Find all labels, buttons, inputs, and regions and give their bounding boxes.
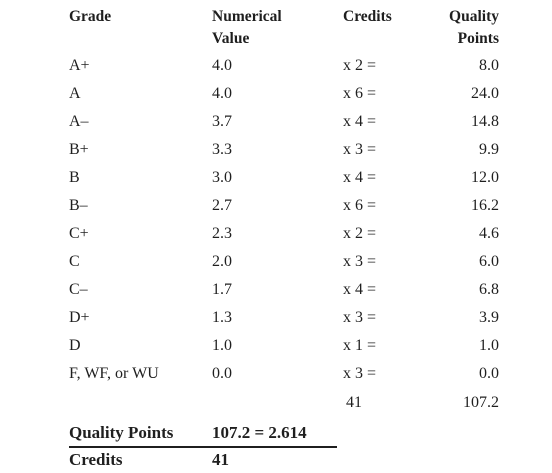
header-credits: Credits bbox=[343, 8, 392, 25]
value-cell: 1.7 bbox=[212, 281, 232, 298]
grade-cell: D bbox=[69, 337, 81, 354]
points-cell: 8.0 bbox=[479, 57, 499, 74]
value-cell: 0.0 bbox=[212, 365, 232, 382]
denominator-value: 41 bbox=[212, 450, 229, 469]
value-cell: 3.7 bbox=[212, 113, 232, 130]
table-row: C+ 2.3 x 2 = 4.6 bbox=[0, 220, 552, 248]
numerator-label: Quality Points bbox=[69, 423, 174, 442]
table-row: A– 3.7 x 4 = 14.8 bbox=[0, 108, 552, 136]
points-cell: 0.0 bbox=[479, 365, 499, 382]
points-cell: 6.8 bbox=[479, 281, 499, 298]
header-grade: Grade bbox=[69, 8, 112, 25]
credits-cell: x 2 = bbox=[343, 225, 377, 242]
grade-cell: C+ bbox=[69, 225, 89, 242]
total-quality-points: 107.2 bbox=[463, 394, 499, 411]
grade-cell: A– bbox=[69, 113, 89, 130]
table-row: A+ 4.0 x 2 = 8.0 bbox=[0, 52, 552, 80]
credits-cell: x 6 = bbox=[343, 197, 377, 214]
value-cell: 4.0 bbox=[212, 85, 232, 102]
points-cell: 3.9 bbox=[479, 309, 499, 326]
header-numerical-line2: Value bbox=[212, 30, 250, 47]
points-cell: 4.6 bbox=[479, 225, 499, 242]
credits-cell: x 4 = bbox=[343, 169, 377, 186]
table-row: F, WF, or WU 0.0 x 3 = 0.0 bbox=[0, 360, 552, 388]
grade-cell: B– bbox=[69, 197, 88, 214]
table-row: B+ 3.3 x 3 = 9.9 bbox=[0, 136, 552, 164]
credits-cell: x 4 = bbox=[343, 113, 377, 130]
points-cell: 24.0 bbox=[471, 85, 499, 102]
value-cell: 3.3 bbox=[212, 141, 232, 158]
total-credits: 41 bbox=[346, 394, 362, 411]
value-cell: 4.0 bbox=[212, 57, 232, 74]
table-row: B 3.0 x 4 = 12.0 bbox=[0, 164, 552, 192]
grade-cell: C bbox=[69, 253, 80, 270]
grade-cell: F, WF, or WU bbox=[69, 365, 159, 382]
totals-row: 41 107.2 bbox=[0, 389, 552, 417]
value-cell: 2.7 bbox=[212, 197, 232, 214]
gpa-fraction: Quality Points 107.2 = 2.614 Credits 41 bbox=[69, 420, 339, 472]
table-row: C 2.0 x 3 = 6.0 bbox=[0, 248, 552, 276]
points-cell: 6.0 bbox=[479, 253, 499, 270]
points-cell: 16.2 bbox=[471, 197, 499, 214]
credits-cell: x 4 = bbox=[343, 281, 377, 298]
points-cell: 14.8 bbox=[471, 113, 499, 130]
credits-cell: x 2 = bbox=[343, 57, 377, 74]
credits-cell: x 1 = bbox=[343, 337, 377, 354]
grade-cell: C– bbox=[69, 281, 88, 298]
grade-cell: B+ bbox=[69, 141, 89, 158]
header-numerical-value: Numerical Value bbox=[212, 6, 322, 50]
table-row: B– 2.7 x 6 = 16.2 bbox=[0, 192, 552, 220]
header-quality-line1: Quality bbox=[449, 8, 499, 25]
table-row: A 4.0 x 6 = 24.0 bbox=[0, 80, 552, 108]
header-quality-points: Quality Points bbox=[409, 6, 499, 50]
credits-cell: x 3 = bbox=[343, 365, 377, 382]
credits-cell: x 3 = bbox=[343, 253, 377, 270]
grade-cell: A+ bbox=[69, 57, 90, 74]
value-cell: 1.0 bbox=[212, 337, 232, 354]
credits-cell: x 3 = bbox=[343, 309, 377, 326]
points-cell: 1.0 bbox=[479, 337, 499, 354]
value-cell: 2.0 bbox=[212, 253, 232, 270]
value-cell: 3.0 bbox=[212, 169, 232, 186]
header-numerical-line1: Numerical bbox=[212, 8, 282, 25]
value-cell: 2.3 bbox=[212, 225, 232, 242]
credits-cell: x 3 = bbox=[343, 141, 377, 158]
fraction-numerator: Quality Points 107.2 = 2.614 bbox=[69, 420, 339, 445]
table-row: C– 1.7 x 4 = 6.8 bbox=[0, 276, 552, 304]
grade-cell: D+ bbox=[69, 309, 90, 326]
fraction-denominator: Credits 41 bbox=[69, 447, 339, 472]
grade-cell: A bbox=[69, 85, 81, 102]
value-cell: 1.3 bbox=[212, 309, 232, 326]
fraction-bar bbox=[69, 446, 337, 448]
gpa-result: 107.2 = 2.614 bbox=[212, 423, 307, 442]
denominator-label: Credits bbox=[69, 450, 123, 469]
table-row: D+ 1.3 x 3 = 3.9 bbox=[0, 304, 552, 332]
grade-rows: A+ 4.0 x 2 = 8.0 A 4.0 x 6 = 24.0 A– 3.7… bbox=[0, 52, 552, 388]
credits-cell: x 6 = bbox=[343, 85, 377, 102]
points-cell: 12.0 bbox=[471, 169, 499, 186]
points-cell: 9.9 bbox=[479, 141, 499, 158]
table-row: D 1.0 x 1 = 1.0 bbox=[0, 332, 552, 360]
grade-cell: B bbox=[69, 169, 80, 186]
header-quality-line2: Points bbox=[457, 30, 499, 47]
